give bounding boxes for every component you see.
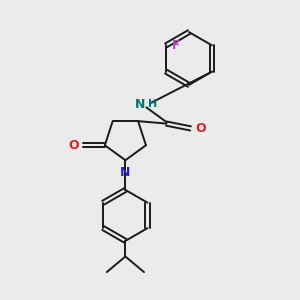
Text: N: N xyxy=(120,166,130,179)
Text: N: N xyxy=(134,98,145,111)
Text: O: O xyxy=(68,139,79,152)
Text: O: O xyxy=(195,122,206,135)
Text: F: F xyxy=(172,39,179,52)
Text: H: H xyxy=(148,99,157,110)
